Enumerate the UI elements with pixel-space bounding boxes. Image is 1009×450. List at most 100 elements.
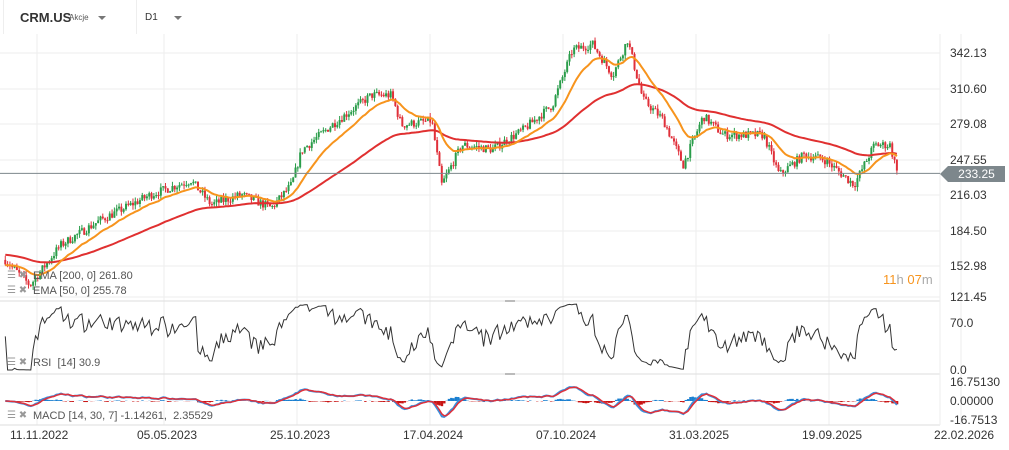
macd-histogram-bar bbox=[169, 401, 172, 402]
indicator-settings-icon[interactable]: ☰ ✖ bbox=[7, 285, 28, 296]
macd-histogram-bar bbox=[605, 401, 609, 403]
candle-body bbox=[194, 181, 197, 183]
macd-histogram-bar bbox=[503, 400, 506, 401]
candle-body bbox=[868, 158, 871, 161]
candle-body bbox=[763, 134, 766, 139]
macd-histogram-bar bbox=[870, 398, 873, 401]
candle-body bbox=[436, 140, 439, 153]
macd-histogram-bar bbox=[324, 401, 328, 402]
macd-histogram-bar bbox=[566, 399, 569, 401]
candle-body bbox=[115, 208, 118, 212]
macd-histogram-bar bbox=[34, 399, 37, 401]
candle-body bbox=[111, 213, 114, 218]
countdown-m-unit: m bbox=[921, 272, 933, 287]
macd-histogram-bar bbox=[106, 401, 109, 402]
macd-histogram-bar bbox=[886, 401, 890, 403]
candle-body bbox=[131, 202, 134, 206]
macd-histogram-bar bbox=[104, 401, 107, 402]
macd-histogram-bar bbox=[424, 400, 427, 401]
macd-histogram-bar bbox=[698, 398, 701, 401]
macd-histogram-bar bbox=[717, 401, 720, 404]
date-tick: 11.11.2022 bbox=[10, 428, 69, 442]
timeframe-selector[interactable]: D1 bbox=[145, 12, 158, 23]
macd-histogram-bar bbox=[359, 400, 362, 401]
candle-body bbox=[768, 145, 771, 147]
macd-histogram-bar bbox=[517, 400, 520, 401]
candle-body bbox=[333, 123, 336, 128]
candle-body bbox=[526, 126, 529, 129]
candle-body bbox=[18, 269, 21, 273]
candle-body bbox=[835, 165, 838, 168]
symbol-label[interactable]: CRM.US bbox=[20, 10, 72, 25]
candle-body bbox=[145, 196, 148, 199]
macd-histogram-bar bbox=[417, 399, 420, 401]
candle-body bbox=[786, 166, 789, 173]
macd-histogram-bar bbox=[881, 401, 885, 402]
indicator-settings-icon[interactable]: ☰ ✖ bbox=[7, 357, 28, 368]
macd-histogram-bar bbox=[294, 399, 297, 401]
price-tick: 310.60 bbox=[950, 82, 987, 96]
candle-body bbox=[196, 181, 199, 191]
macd-histogram-bar bbox=[36, 399, 40, 401]
macd-histogram-bar bbox=[775, 401, 778, 403]
macd-histogram-bar bbox=[141, 400, 144, 401]
candle-body bbox=[271, 206, 274, 208]
candle-body bbox=[292, 177, 295, 183]
candle-body bbox=[721, 133, 724, 135]
candle-body bbox=[315, 137, 318, 140]
symbol-dropdown-icon[interactable] bbox=[98, 16, 106, 20]
rsi-tick: 0.0 bbox=[950, 363, 967, 377]
candle-body bbox=[127, 203, 130, 205]
candle-body bbox=[85, 233, 88, 235]
candle-body bbox=[712, 121, 715, 123]
asset-type-label[interactable]: Akcje bbox=[69, 13, 89, 22]
candle-body bbox=[724, 131, 727, 134]
macd-histogram-bar bbox=[419, 399, 423, 401]
candle-body bbox=[575, 45, 578, 48]
macd-histogram-bar bbox=[57, 400, 61, 401]
macd-histogram-bar bbox=[336, 401, 339, 402]
macd-histogram-bar bbox=[206, 401, 209, 402]
countdown-minutes: 07 bbox=[907, 272, 922, 287]
macd-histogram-bar bbox=[770, 401, 773, 403]
macd-histogram-bar bbox=[668, 401, 671, 402]
macd-histogram-bar bbox=[224, 400, 228, 401]
macd-histogram-bar bbox=[382, 401, 386, 403]
macd-histogram-bar bbox=[679, 401, 683, 402]
candle-body bbox=[166, 188, 169, 193]
macd-histogram-bar bbox=[43, 399, 47, 401]
candle-body bbox=[387, 93, 390, 98]
candle-body bbox=[57, 247, 60, 249]
macd-histogram-bar bbox=[589, 401, 592, 402]
macd-histogram-bar bbox=[333, 401, 337, 402]
macd-histogram-bar bbox=[18, 401, 21, 402]
timeframe-dropdown-icon[interactable] bbox=[174, 16, 182, 20]
macd-histogram-bar bbox=[120, 401, 123, 402]
macd-histogram-bar bbox=[631, 401, 634, 403]
macd-histogram-bar bbox=[791, 398, 794, 401]
candle-body bbox=[849, 180, 852, 184]
candle-body bbox=[433, 123, 436, 141]
candle-body bbox=[324, 129, 327, 131]
candle-body bbox=[559, 80, 562, 89]
candle-body bbox=[886, 146, 889, 149]
candle-body bbox=[891, 143, 894, 157]
candle-body bbox=[180, 184, 183, 186]
candle-body bbox=[654, 108, 657, 110]
candle-body bbox=[148, 193, 151, 197]
macd-histogram-bar bbox=[303, 400, 307, 401]
macd-histogram-bar bbox=[150, 401, 153, 402]
candle-body bbox=[46, 262, 49, 268]
candle-body bbox=[570, 54, 573, 56]
macd-histogram-bar bbox=[299, 398, 302, 401]
macd-histogram-bar bbox=[612, 401, 616, 402]
indicator-settings-icon[interactable]: ☰ ✖ bbox=[7, 410, 28, 421]
candle-body bbox=[122, 209, 125, 212]
candle-body bbox=[76, 233, 79, 236]
candle-body bbox=[777, 164, 780, 171]
candle-body bbox=[719, 132, 722, 134]
candle-body bbox=[347, 114, 350, 117]
indicator-settings-icon[interactable]: ☰ ✖ bbox=[7, 270, 28, 281]
candle-body bbox=[830, 163, 833, 168]
